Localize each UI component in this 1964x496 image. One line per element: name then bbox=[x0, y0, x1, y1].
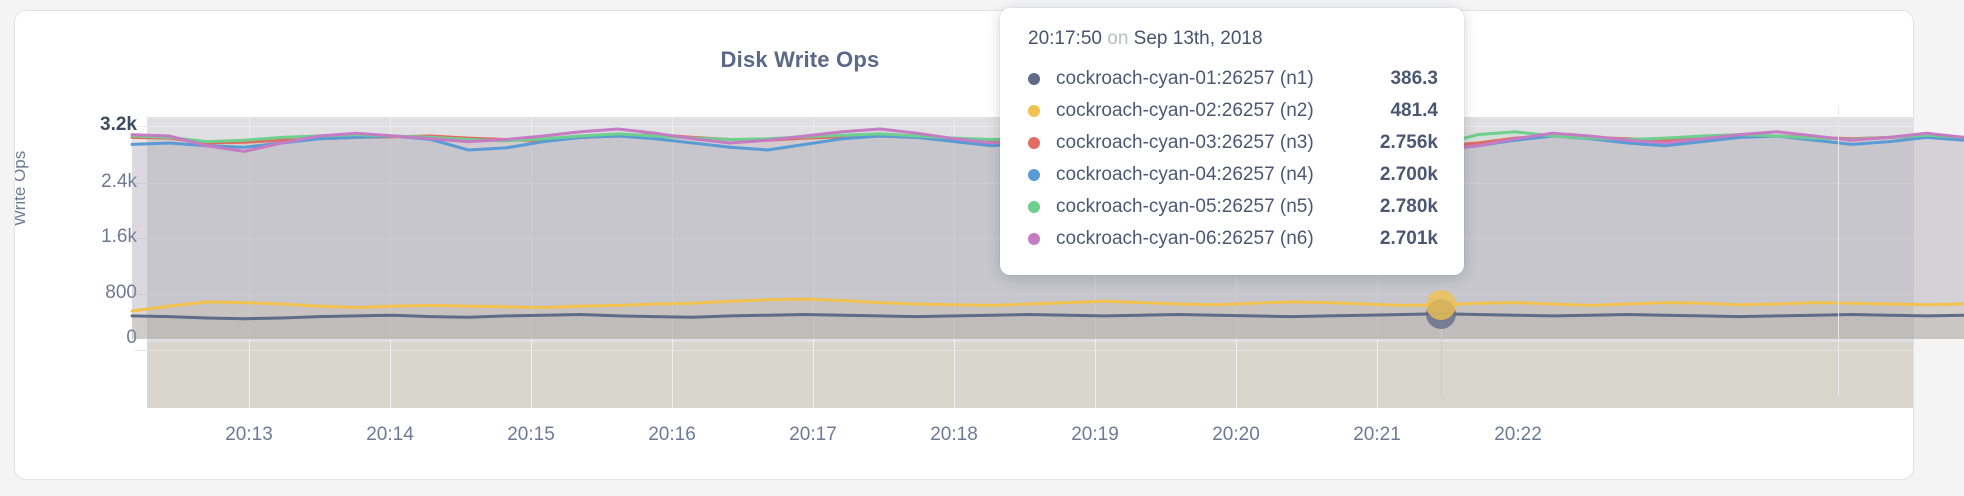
vgridline-1 bbox=[390, 117, 391, 408]
hover-tooltip: 20:17:50 on Sep 13th, 2018 cockroach-cya… bbox=[1000, 8, 1464, 275]
series-color-dot-icon bbox=[1028, 105, 1040, 117]
series-color-dot-icon bbox=[1028, 233, 1040, 245]
x-tick-label-1: 20:14 bbox=[366, 424, 414, 445]
tooltip-date: Sep 13th, 2018 bbox=[1133, 28, 1263, 49]
tooltip-series-value: 386.3 bbox=[1390, 68, 1438, 89]
y-tick-label-3: 800 bbox=[105, 282, 137, 303]
tooltip-row: cockroach-cyan-02:26257 (n2) 481.4 bbox=[1028, 95, 1438, 127]
hover-point-marker bbox=[1425, 289, 1456, 320]
y-tick-label-2: 1.6k bbox=[101, 226, 137, 247]
tooltip-row: cockroach-cyan-04:26257 (n4) 2.700k bbox=[1028, 159, 1438, 191]
series-color-dot-icon bbox=[1028, 137, 1040, 149]
vgridline-2 bbox=[531, 117, 532, 408]
x-tick-label-3: 20:16 bbox=[648, 424, 696, 445]
y-tick-label-4: 0 bbox=[126, 327, 137, 348]
tooltip-series-value: 2.780k bbox=[1379, 196, 1438, 217]
vgridline-0 bbox=[249, 117, 250, 408]
series-color-dot-icon bbox=[1028, 169, 1040, 181]
tooltip-row: cockroach-cyan-03:26257 (n3) 2.756k bbox=[1028, 127, 1438, 159]
tooltip-series-label: cockroach-cyan-04:26257 (n4) bbox=[1056, 164, 1314, 185]
x-tick-label-4: 20:17 bbox=[789, 424, 837, 445]
y-axis-title: Write Ops bbox=[14, 150, 29, 226]
tooltip-header: 20:17:50 on Sep 13th, 2018 bbox=[1028, 28, 1438, 50]
y-tick-label-0: 3.2k bbox=[100, 114, 137, 135]
x-tick-label-6: 20:19 bbox=[1071, 424, 1119, 445]
tooltip-series-value: 481.4 bbox=[1390, 100, 1438, 121]
tooltip-series-value: 2.701k bbox=[1379, 228, 1438, 249]
tooltip-row: cockroach-cyan-05:26257 (n5) 2.780k bbox=[1028, 191, 1438, 223]
tooltip-row: cockroach-cyan-06:26257 (n6) 2.701k bbox=[1028, 223, 1438, 255]
x-tick-label-9: 20:22 bbox=[1494, 424, 1542, 445]
tooltip-series-label: cockroach-cyan-01:26257 (n1) bbox=[1056, 68, 1314, 89]
series-color-dot-icon bbox=[1028, 201, 1040, 213]
x-tick-label-2: 20:15 bbox=[507, 424, 555, 445]
tooltip-series-label: cockroach-cyan-05:26257 (n5) bbox=[1056, 196, 1314, 217]
vgridline-9 bbox=[1838, 106, 1839, 397]
tooltip-series-value: 2.700k bbox=[1379, 164, 1438, 185]
series-color-dot-icon bbox=[1028, 73, 1040, 85]
page-title: Disk Write Ops bbox=[720, 47, 880, 72]
tooltip-series-value: 2.756k bbox=[1379, 132, 1438, 153]
tooltip-series-label: cockroach-cyan-02:26257 (n2) bbox=[1056, 100, 1314, 121]
gridline-0 bbox=[135, 350, 1913, 351]
x-tick-label-8: 20:21 bbox=[1353, 424, 1401, 445]
vgridline-5 bbox=[954, 117, 955, 408]
tooltip-series-label: cockroach-cyan-06:26257 (n6) bbox=[1056, 228, 1314, 249]
chart-card: Disk Write Ops 3.2k 2.4k 1.6k 800 0 Writ… bbox=[14, 10, 1914, 480]
x-tick-label-5: 20:18 bbox=[930, 424, 978, 445]
gridline-800 bbox=[135, 294, 1913, 295]
x-tick-label-7: 20:20 bbox=[1212, 424, 1260, 445]
x-tick-label-0: 20:13 bbox=[225, 424, 273, 445]
vgridline-3 bbox=[672, 117, 673, 408]
plot-background-lower bbox=[147, 342, 1913, 408]
tooltip-series-label: cockroach-cyan-03:26257 (n3) bbox=[1056, 132, 1314, 153]
tooltip-on-word: on bbox=[1107, 28, 1129, 49]
y-tick-label-1: 2.4k bbox=[101, 171, 137, 192]
tooltip-time: 20:17:50 bbox=[1028, 28, 1102, 49]
tooltip-row: cockroach-cyan-01:26257 (n1) 386.3 bbox=[1028, 63, 1438, 95]
vgridline-4 bbox=[813, 117, 814, 408]
